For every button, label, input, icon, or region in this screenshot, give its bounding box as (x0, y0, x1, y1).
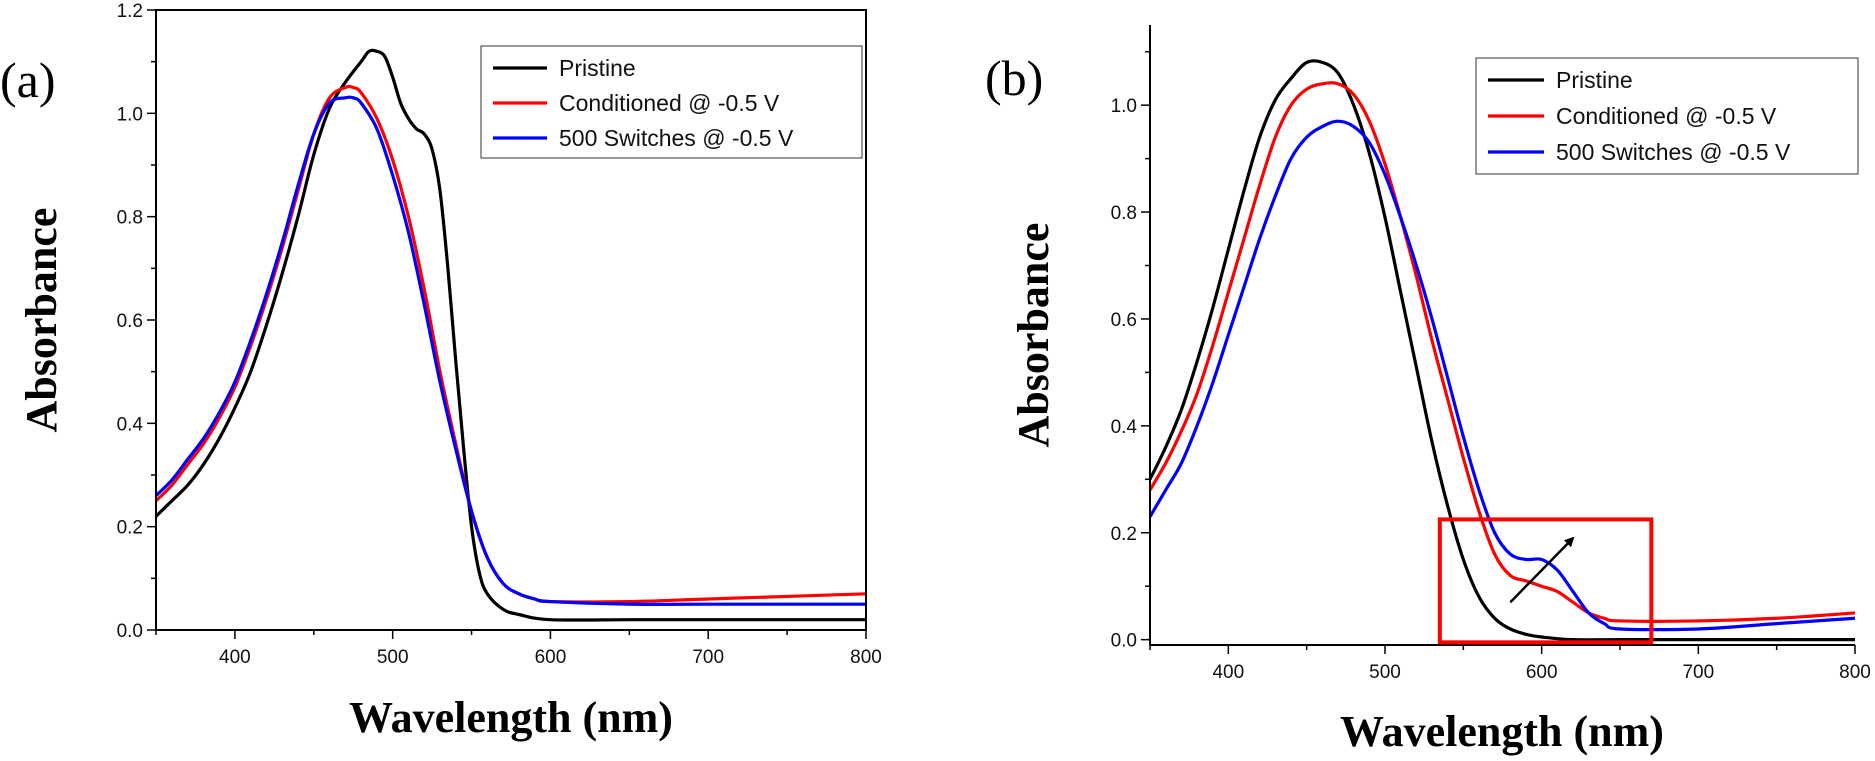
y-tick-label: 0.0 (117, 621, 143, 642)
legend-label: Pristine (559, 55, 636, 81)
panel-a-plot-area (156, 48, 866, 622)
panel-b-plot-area (1150, 59, 1855, 642)
highlight-box (1437, 517, 1654, 645)
x-tick-label: 500 (377, 647, 409, 668)
panel-b: (b) 400 500 600 700 800 0.0 0.2 0.4 0.6 0.8 1.0 Wa… (985, 25, 1871, 756)
x-tick-label: 600 (1526, 662, 1558, 683)
x-tick-label: 800 (850, 647, 882, 668)
y-tick-label: 0.4 (117, 414, 144, 435)
y-tick-label: 0.6 (1111, 310, 1137, 331)
panel-b-ylabel: Absorbance (1009, 223, 1058, 448)
panel-a-label: (a) (0, 52, 56, 108)
x-tick-label: 800 (1839, 662, 1871, 683)
y-tick-label: 0.8 (1111, 203, 1137, 224)
panel-a-ylabel: Absorbance (17, 208, 66, 433)
x-tick-label: 500 (1369, 662, 1401, 683)
legend-label: 500 Switches @ -0.5 V (1556, 139, 1791, 165)
y-tick-label: 1.0 (117, 104, 143, 125)
panel-b-grid-ticks: 400 500 600 700 800 0.0 0.2 0.4 0.6 0.8 1.0 (1111, 50, 1871, 683)
series-line-500-switches-0-5-v (1150, 119, 1855, 632)
y-tick-label: 1.0 (1111, 96, 1137, 117)
legend-label: 500 Switches @ -0.5 V (559, 125, 794, 151)
legend-label: Conditioned @ -0.5 V (559, 90, 780, 116)
legend-label: Conditioned @ -0.5 V (1556, 103, 1777, 129)
y-tick-label: 0.8 (117, 208, 143, 229)
x-tick-label: 700 (1682, 662, 1714, 683)
y-tick-label: 0.0 (1111, 631, 1137, 652)
x-tick-label: 600 (535, 647, 567, 668)
series-line-pristine (1150, 59, 1855, 642)
panel-a-frame (155, 9, 867, 631)
y-tick-label: 0.2 (1111, 524, 1137, 545)
series-line-conditioned-0-5-v (156, 84, 866, 604)
panel-b-legend: Pristine Conditioned @ -0.5 V 500 Switches… (1475, 57, 1859, 175)
panel-b-label: (b) (985, 50, 1043, 106)
legend-label: Pristine (1556, 67, 1633, 93)
panel-a-legend: Pristine Conditioned @ -0.5 V 500 Switches… (480, 45, 863, 159)
panel-b-xlabel: Wavelength (nm) (1340, 707, 1664, 756)
series-line-pristine (156, 48, 866, 622)
y-tick-label: 1.2 (117, 1, 143, 22)
x-tick-label: 400 (1212, 662, 1244, 683)
panel-a-grid-ticks: 400 500 600 700 800 0.0 0.2 0.4 0.6 0.8 1.0 1.2 (117, 1, 882, 668)
x-tick-label: 400 (219, 647, 251, 668)
x-tick-label: 700 (692, 647, 724, 668)
panel-a-xlabel: Wavelength (nm) (349, 693, 673, 742)
y-tick-label: 0.2 (117, 518, 143, 539)
y-tick-label: 0.6 (117, 311, 143, 332)
y-tick-label: 0.4 (1111, 417, 1138, 438)
trend-arrow (1509, 536, 1575, 604)
series-line-500-switches-0-5-v (156, 95, 866, 606)
panel-a: (a) 400 500 600 700 800 0.0 0.2 0.4 0.6 0.8 1.0 1.2… (0, 1, 882, 742)
panel-b-annotations (1437, 517, 1654, 645)
